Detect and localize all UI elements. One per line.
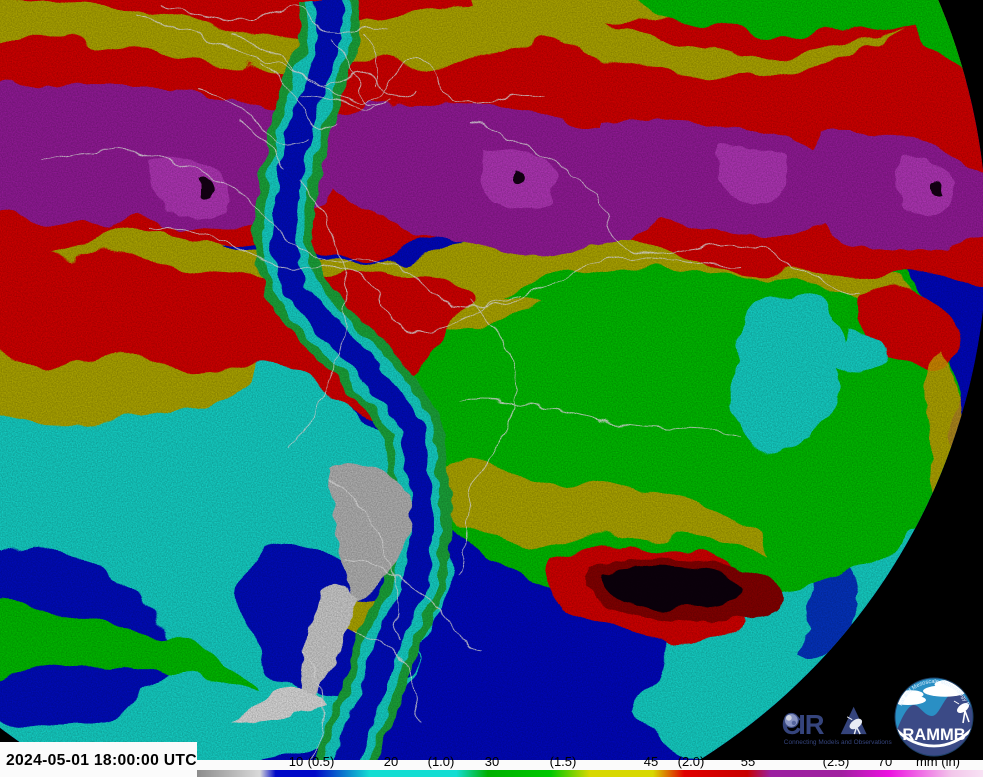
svg-text:2024-05-01 18:00:00 UTC: 2024-05-01 18:00:00 UTC: [6, 752, 197, 769]
svg-text:RAMMB: RAMMB: [902, 726, 965, 744]
svg-text:IR: IR: [798, 709, 825, 740]
svg-text:55: 55: [741, 754, 755, 769]
svg-text:(1.0): (1.0): [428, 754, 455, 769]
svg-text:70: 70: [878, 754, 892, 769]
svg-text:(2.0): (2.0): [678, 754, 705, 769]
svg-text:30: 30: [485, 754, 499, 769]
svg-text:mm (in): mm (in): [916, 754, 960, 769]
svg-text:(1.5): (1.5): [550, 754, 577, 769]
svg-text:(0.5): (0.5): [308, 754, 335, 769]
svg-text:45: 45: [644, 754, 658, 769]
svg-text:(2.5): (2.5): [823, 754, 850, 769]
svg-text:20: 20: [384, 754, 398, 769]
svg-text:Connecting Models and Observat: Connecting Models and Observations: [784, 739, 892, 746]
svg-text:10: 10: [289, 754, 303, 769]
